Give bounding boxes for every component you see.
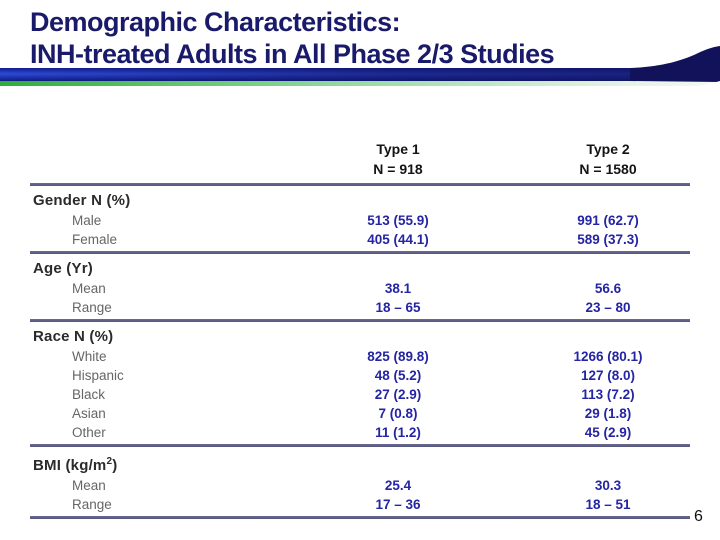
column-header-row: Type 1 N = 918 Type 2 N = 1580: [30, 133, 690, 183]
row-label: Range: [72, 300, 112, 315]
row-label: Male: [72, 213, 102, 228]
divider-rule: [30, 183, 690, 186]
column-header-spacer: [30, 136, 270, 183]
column-header-type1: Type 1 N = 918: [270, 136, 526, 183]
page-number: 6: [694, 508, 703, 525]
bmi-header-prefix: BMI (kg/m: [33, 457, 107, 474]
table-row: Asian 7 (0.8) 29 (1.8): [30, 404, 690, 423]
value-type2: 23 – 80: [585, 300, 631, 315]
slide-title-line1: Demographic Characteristics:: [30, 7, 401, 37]
value-type2: 991 (62.7): [577, 213, 639, 228]
value-type2: 45 (2.9): [584, 425, 632, 440]
value-type1: 11 (1.2): [375, 425, 421, 440]
bmi-header-suffix: ): [112, 457, 118, 474]
column-header-type1-n: N = 918: [373, 161, 423, 177]
value-type2: 589 (37.3): [577, 232, 639, 247]
column-header-type2-label: Type 2: [586, 141, 630, 157]
column-header-type2-n: N = 1580: [579, 161, 637, 177]
table-row: Hispanic 48 (5.2) 127 (8.0): [30, 366, 690, 385]
table-row: Other 11 (1.2) 45 (2.9): [30, 423, 690, 442]
value-type1: 18 – 65: [375, 300, 421, 315]
value-type2: 29 (1.8): [584, 406, 632, 421]
row-label: Hispanic: [72, 368, 124, 383]
row-label: Range: [72, 497, 112, 512]
table-row: White 825 (89.8) 1266 (80.1): [30, 347, 690, 366]
section-race: Race N (%) White 825 (89.8) 1266 (80.1) …: [30, 322, 690, 444]
slide-title: Demographic Characteristics: INH-treated…: [30, 6, 700, 70]
value-type2: 127 (8.0): [580, 368, 636, 383]
row-label: White: [72, 349, 107, 364]
header-green-stripe: [0, 81, 720, 86]
section-bmi: BMI (kg/m2) Mean 25.4 30.3 Range 17 – 36…: [30, 447, 690, 516]
value-type1: 25.4: [384, 478, 412, 493]
value-type1: 513 (55.9): [367, 213, 429, 228]
row-label: Female: [72, 232, 118, 247]
value-type2: 18 – 51: [585, 497, 631, 512]
row-label: Black: [72, 387, 106, 402]
section-gender: Gender N (%) Male 513 (55.9) 991 (62.7) …: [30, 186, 690, 251]
table-row: Range 17 – 36 18 – 51: [30, 495, 690, 514]
bmi-header-superscript: 2: [106, 456, 113, 467]
demographics-table: Type 1 N = 918 Type 2 N = 1580 Gender N …: [30, 133, 690, 519]
slide-title-line2: INH-treated Adults in All Phase 2/3 Stud…: [30, 39, 555, 69]
divider-rule: [30, 319, 690, 322]
value-type2: 1266 (80.1): [573, 349, 643, 364]
value-type2: 113 (7.2): [581, 387, 635, 402]
table-row: Mean 38.1 56.6: [30, 279, 690, 298]
table-row: Mean 25.4 30.3: [30, 476, 690, 495]
section-header-race: Race N (%): [33, 328, 114, 345]
divider-rule: [30, 516, 690, 519]
section-header-gender: Gender N (%): [33, 192, 131, 209]
column-header-type1-label: Type 1: [376, 141, 420, 157]
value-type1: 7 (0.8): [378, 406, 418, 421]
swoosh-decoration: [630, 46, 720, 88]
value-type1: 17 – 36: [375, 497, 421, 512]
value-type1: 38.1: [384, 281, 412, 296]
row-label: Asian: [72, 406, 106, 421]
table-row: Male 513 (55.9) 991 (62.7): [30, 211, 690, 230]
column-header-type2: Type 2 N = 1580: [526, 136, 690, 183]
value-type1: 27 (2.9): [374, 387, 422, 402]
value-type1: 825 (89.8): [367, 349, 429, 364]
value-type1: 48 (5.2): [374, 368, 422, 383]
value-type2: 56.6: [594, 281, 622, 296]
header-blue-stripe: [0, 68, 720, 81]
row-label: Mean: [72, 478, 106, 493]
table-row: Range 18 – 65 23 – 80: [30, 298, 690, 317]
divider-rule: [30, 444, 690, 447]
section-age: Age (Yr) Mean 38.1 56.6 Range 18 – 65 23…: [30, 254, 690, 319]
table-row: Black 27 (2.9) 113 (7.2): [30, 385, 690, 404]
section-header-bmi: BMI (kg/m2): [30, 452, 690, 476]
value-type2: 30.3: [594, 478, 622, 493]
section-header-age: Age (Yr): [33, 260, 93, 277]
value-type1: 405 (44.1): [367, 232, 429, 247]
table-row: Female 405 (44.1) 589 (37.3): [30, 230, 690, 249]
row-label: Mean: [72, 281, 106, 296]
row-label: Other: [72, 425, 106, 440]
divider-rule: [30, 251, 690, 254]
